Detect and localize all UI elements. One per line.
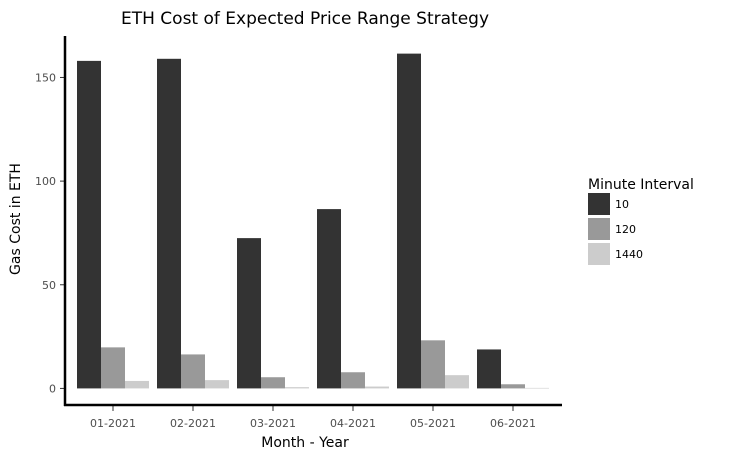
bars-layer	[77, 53, 549, 389]
bar-06-2021-series-120	[501, 384, 525, 389]
x-axis-label: Month - Year	[261, 435, 349, 451]
bar-05-2021-series-10	[397, 53, 421, 389]
y-tick-label: 0	[49, 382, 56, 395]
x-tick-label: 04-2021	[330, 417, 376, 430]
bar-04-2021-series-1440	[365, 386, 389, 389]
chart-title: ETH Cost of Expected Price Range Strateg…	[121, 9, 489, 29]
y-tick-label: 50	[42, 279, 56, 292]
bar-06-2021-series-1440	[525, 387, 549, 389]
bar-04-2021-series-120	[341, 372, 365, 389]
y-ticks-layer: 0 50 100 150	[35, 71, 64, 395]
bar-01-2021-series-120	[101, 347, 125, 389]
legend-key-1440	[588, 243, 610, 265]
x-tick-label: 05-2021	[410, 417, 456, 430]
legend: Minute Interval 10 120 1440	[588, 177, 694, 265]
bar-01-2021-series-10	[77, 60, 101, 389]
x-tick-label: 03-2021	[250, 417, 296, 430]
legend-key-10	[588, 193, 610, 215]
y-tick-label: 100	[35, 175, 56, 188]
y-tick-label: 150	[35, 71, 56, 84]
bar-04-2021-series-10	[317, 209, 341, 389]
y-axis-label: Gas Cost in ETH	[8, 163, 24, 275]
bar-02-2021-series-120	[181, 354, 205, 389]
bar-02-2021-series-10	[157, 58, 181, 389]
bar-03-2021-series-120	[261, 377, 285, 389]
x-tick-label: 02-2021	[170, 417, 216, 430]
bar-06-2021-series-10	[477, 349, 501, 389]
bar-05-2021-series-120	[421, 340, 445, 389]
legend-items: 10 120 1440	[588, 193, 643, 265]
bar-02-2021-series-1440	[205, 380, 229, 389]
legend-key-120	[588, 218, 610, 240]
bar-05-2021-series-1440	[445, 375, 469, 389]
bar-03-2021-series-1440	[285, 387, 309, 389]
x-tick-label: 01-2021	[90, 417, 136, 430]
x-ticks-layer: 01-2021 02-2021 03-2021 04-2021 05-2021 06-20…	[90, 406, 536, 430]
legend-label-120: 120	[615, 223, 636, 236]
legend-label-10: 10	[615, 198, 629, 211]
bar-01-2021-series-1440	[125, 380, 149, 389]
legend-label-1440: 1440	[615, 248, 643, 261]
bar-03-2021-series-10	[237, 238, 261, 389]
x-tick-label: 06-2021	[490, 417, 536, 430]
legend-title: Minute Interval	[588, 177, 694, 193]
